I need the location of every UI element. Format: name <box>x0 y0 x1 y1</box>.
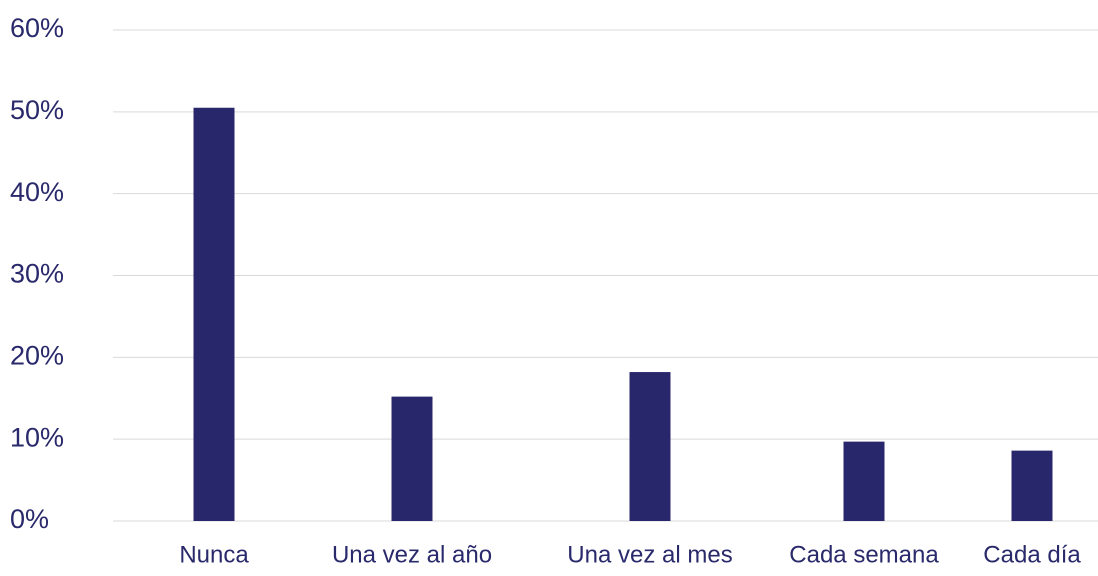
y-tick-label: 50% <box>10 95 64 125</box>
x-tick-label: Una vez al año <box>332 541 492 568</box>
bar <box>629 372 671 521</box>
y-tick-label: 40% <box>10 177 64 207</box>
x-tick-label: Cada día <box>983 541 1081 568</box>
bar <box>193 107 235 521</box>
x-tick-label: Una vez al mes <box>567 541 732 568</box>
y-tick-label: 0% <box>10 504 49 534</box>
bar <box>1011 450 1053 521</box>
y-tick-label: 10% <box>10 422 64 452</box>
y-tick-label: 60% <box>10 13 64 43</box>
y-tick-label: 30% <box>10 259 64 289</box>
y-tick-label: 20% <box>10 340 64 370</box>
x-tick-label: Cada semana <box>789 541 939 568</box>
bar <box>843 441 885 521</box>
bar <box>391 396 433 521</box>
x-tick-label: Nunca <box>179 541 249 568</box>
